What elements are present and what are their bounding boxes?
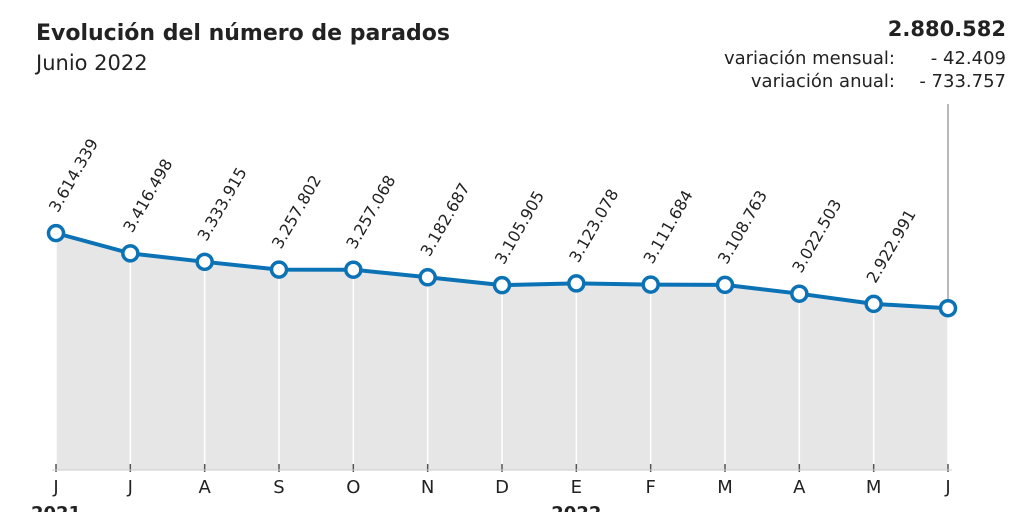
point [195,252,214,272]
year-label: 2021 [31,503,81,512]
x-tick-label: N [421,477,434,498]
annotation: - 733.757 [919,71,1006,92]
x-tick-label: E [571,477,582,498]
value-label: 3.123.078 [565,186,622,266]
point [938,298,958,318]
point [344,260,363,279]
year-label: 2022 [551,503,601,512]
x-tick-label: A [793,477,806,498]
x-tick-label: O [346,477,360,498]
x-tick-label: S [273,477,284,498]
x-tick-label: M [717,477,733,498]
value-label: 3.111.684 [640,187,697,267]
value-label: 3.614.339 [45,135,102,215]
x-tick-label: M [866,477,882,498]
value-label: 3.182.687 [417,180,474,260]
value-label: 3.416.498 [119,156,176,236]
value-label: 3.333.915 [194,164,251,244]
annotation: variación mensual: [724,48,895,69]
x-tick-label: J [944,477,950,498]
value-label: 3.108.763 [714,187,771,267]
point [46,223,66,243]
annotation: - 42.409 [931,48,1006,69]
x-tick-label: F [645,477,655,498]
latest-value: 2.880.582 [888,17,1006,41]
x-tick-label: J [127,477,133,498]
value-label: 3.257.068 [342,172,399,252]
chart-subtitle: Junio 2022 [34,51,148,75]
annotation: variación anual: [751,71,895,92]
x-tick-label: D [495,477,509,498]
x-tick-label: J [52,477,58,498]
point [121,244,140,263]
value-label: 3.257.802 [268,172,325,252]
value-label: 2.922.991 [863,206,920,286]
point [790,284,809,303]
point [641,275,660,294]
chart-title: Evolución del número de parados [36,21,450,46]
value-label: 3.022.503 [788,196,845,276]
value-label: 3.105.905 [491,187,548,267]
point [269,260,289,279]
point [864,294,883,314]
point [418,268,437,287]
point [567,274,586,293]
point [492,275,512,295]
point [715,275,735,295]
x-tick-label: A [199,477,212,498]
